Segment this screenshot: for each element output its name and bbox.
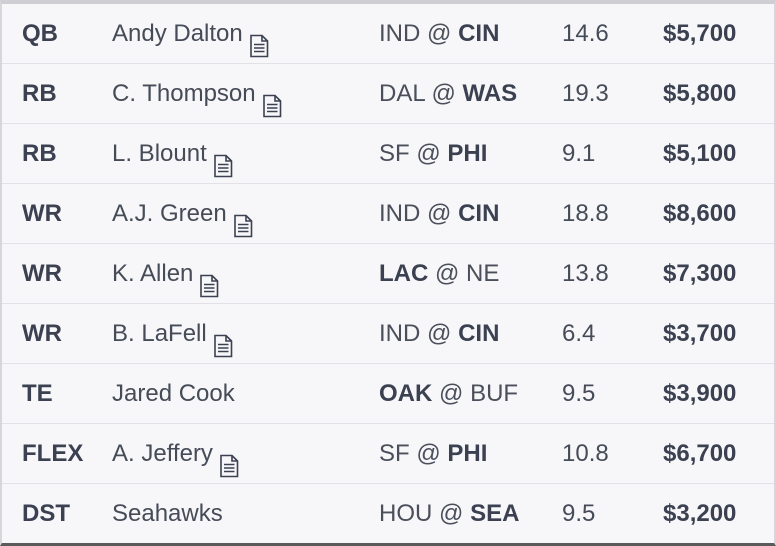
salary-value: $3,200 — [663, 500, 737, 527]
at-symbol: @ — [439, 380, 464, 407]
lineup-row-8[interactable]: FLEX A. Jeffery SF @ PHI 10.8 $6,700 — [2, 424, 774, 484]
position-label: FLEX — [22, 440, 84, 467]
position-label: WR — [22, 320, 62, 347]
matchup-cell: LAC @ NE — [379, 244, 499, 304]
matchup-cell: IND @ CIN — [379, 304, 499, 364]
position-label: WR — [22, 200, 62, 227]
at-symbol: @ — [427, 320, 452, 347]
matchup-cell: SF @ PHI — [379, 424, 487, 484]
salary-value: $8,600 — [663, 200, 737, 227]
at-symbol: @ — [416, 440, 441, 467]
position-label: RB — [22, 80, 57, 107]
player-name[interactable]: C. Thompson — [112, 80, 256, 107]
player-name[interactable]: Andy Dalton — [112, 20, 243, 47]
away-team: IND — [379, 320, 421, 347]
away-team: IND — [379, 20, 421, 47]
document-icon[interactable] — [262, 81, 282, 117]
document-icon[interactable] — [233, 201, 253, 237]
player-cell: Seahawks — [112, 484, 223, 544]
lineup-row-1[interactable]: QB Andy Dalton IND @ CIN 14.6 $5,700 — [2, 4, 774, 64]
home-team: PHI — [447, 140, 488, 167]
salary-value: $3,900 — [663, 380, 737, 407]
away-team: SF — [379, 440, 410, 467]
player-cell: K. Allen — [112, 244, 219, 304]
matchup-cell: HOU @ SEA — [379, 484, 519, 544]
player-cell: A.J. Green — [112, 184, 253, 244]
player-cell: Andy Dalton — [112, 4, 269, 64]
projection-value: 19.3 — [562, 80, 609, 107]
away-team: HOU — [379, 500, 433, 527]
lineup-row-5[interactable]: WR K. Allen LAC @ NE 13.8 $7,300 — [2, 244, 774, 304]
matchup-cell: OAK @ BUF — [379, 364, 518, 424]
lineup-row-6[interactable]: WR B. LaFell IND @ CIN 6.4 $3,700 — [2, 304, 774, 364]
projection-value: 9.5 — [562, 500, 596, 527]
home-team: CIN — [458, 320, 500, 347]
home-team: CIN — [458, 200, 500, 227]
projection-value: 9.1 — [562, 140, 596, 167]
salary-value: $5,100 — [663, 140, 737, 167]
projection-value: 13.8 — [562, 260, 609, 287]
player-cell: Jared Cook — [112, 364, 235, 424]
home-team: SEA — [470, 500, 520, 527]
document-icon[interactable] — [249, 21, 269, 57]
matchup-cell: SF @ PHI — [379, 124, 487, 184]
projection-value: 14.6 — [562, 20, 609, 47]
salary-value: $7,300 — [663, 260, 737, 287]
lineup-row-7[interactable]: TE Jared Cook OAK @ BUF 9.5 $3,900 — [2, 364, 774, 424]
home-team: PHI — [447, 440, 488, 467]
player-cell: A. Jeffery — [112, 424, 239, 484]
document-icon[interactable] — [213, 141, 233, 177]
salary-value: $6,700 — [663, 440, 737, 467]
lineup-row-9[interactable]: DST Seahawks HOU @ SEA 9.5 $3,200 — [2, 484, 774, 543]
away-team: OAK — [379, 380, 433, 407]
salary-value: $3,700 — [663, 320, 737, 347]
lineup-row-2[interactable]: RB C. Thompson DAL @ WAS 19.3 $5,800 — [2, 64, 774, 124]
projection-value: 9.5 — [562, 380, 596, 407]
away-team: SF — [379, 140, 410, 167]
position-label: QB — [22, 20, 58, 47]
player-name[interactable]: A.J. Green — [112, 200, 227, 227]
projection-value: 6.4 — [562, 320, 596, 347]
home-team: WAS — [462, 80, 518, 107]
away-team: LAC — [379, 260, 429, 287]
at-symbol: @ — [439, 500, 464, 527]
player-cell: C. Thompson — [112, 64, 282, 124]
salary-value: $5,700 — [663, 20, 737, 47]
at-symbol: @ — [431, 80, 456, 107]
document-icon[interactable] — [213, 321, 233, 357]
player-name[interactable]: B. LaFell — [112, 320, 207, 347]
at-symbol: @ — [427, 20, 452, 47]
home-team: BUF — [470, 380, 519, 407]
home-team: CIN — [458, 20, 500, 47]
position-label: TE — [22, 380, 53, 407]
document-icon[interactable] — [199, 261, 219, 297]
lineup-row-4[interactable]: WR A.J. Green IND @ CIN 18.8 $8,600 — [2, 184, 774, 244]
at-symbol: @ — [435, 260, 460, 287]
player-cell: L. Blount — [112, 124, 233, 184]
matchup-cell: DAL @ WAS — [379, 64, 517, 124]
away-team: IND — [379, 200, 421, 227]
player-name[interactable]: K. Allen — [112, 260, 194, 287]
lineup-row-3[interactable]: RB L. Blount SF @ PHI 9.1 $5,100 — [2, 124, 774, 184]
projection-value: 18.8 — [562, 200, 609, 227]
home-team: NE — [466, 260, 500, 287]
matchup-cell: IND @ CIN — [379, 4, 499, 64]
player-name[interactable]: L. Blount — [112, 140, 207, 167]
player-name[interactable]: Seahawks — [112, 500, 223, 527]
document-icon[interactable] — [219, 441, 239, 477]
matchup-cell: IND @ CIN — [379, 184, 499, 244]
player-name[interactable]: Jared Cook — [112, 380, 235, 407]
player-name[interactable]: A. Jeffery — [112, 440, 213, 467]
away-team: DAL — [379, 80, 425, 107]
at-symbol: @ — [416, 140, 441, 167]
position-label: WR — [22, 260, 62, 287]
salary-value: $5,800 — [663, 80, 737, 107]
position-label: RB — [22, 140, 57, 167]
position-label: DST — [22, 500, 70, 527]
at-symbol: @ — [427, 200, 452, 227]
projection-value: 10.8 — [562, 440, 609, 467]
player-cell: B. LaFell — [112, 304, 233, 364]
